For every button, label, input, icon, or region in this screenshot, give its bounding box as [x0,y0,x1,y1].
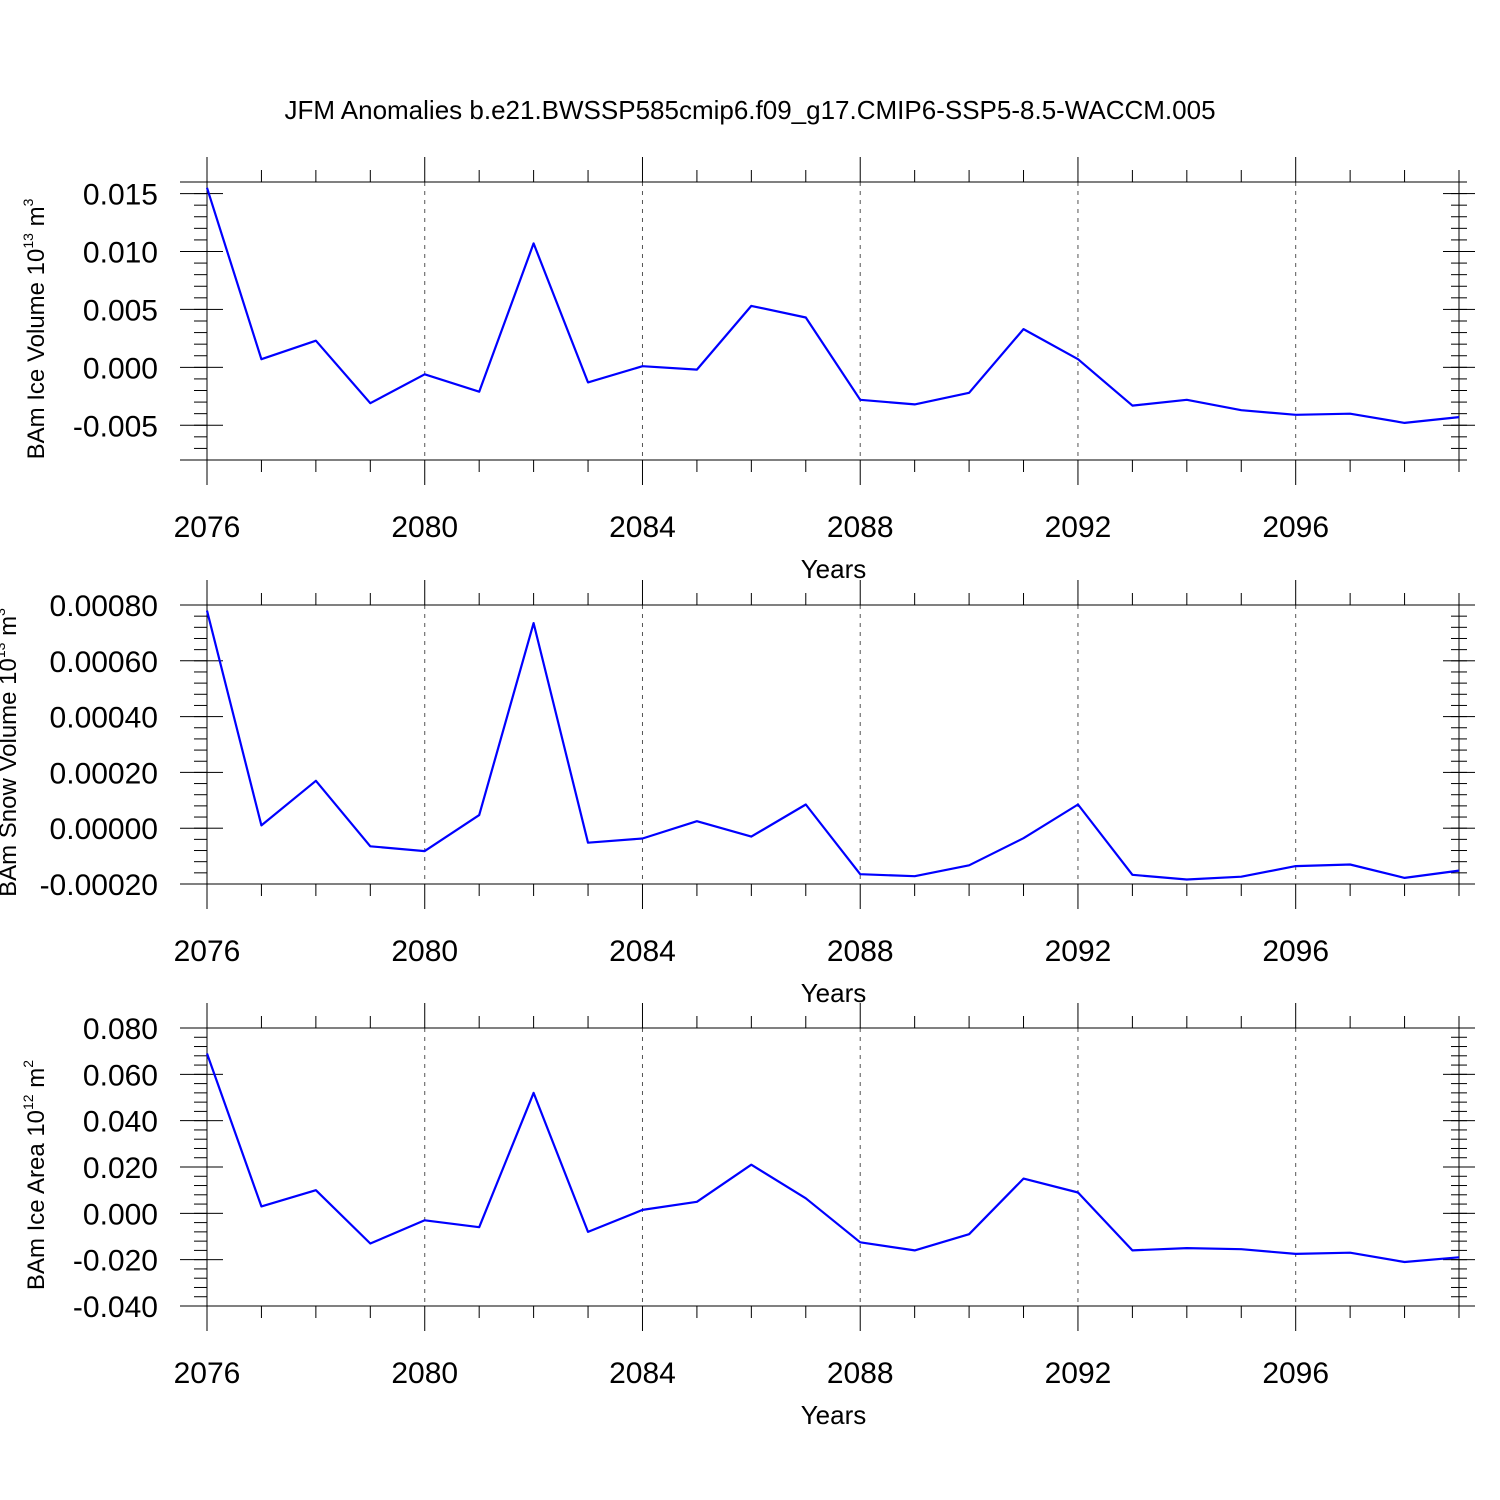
x-tick-label: 2084 [609,511,676,544]
y-axis-label: BAm Ice Volume 1013 m3 [20,198,50,459]
y-tick-label: 0.00060 [50,646,158,679]
x-axis-label: Years [801,978,867,1008]
y-tick-label: 0.000 [83,1198,158,1231]
x-tick-label: 2092 [1045,1357,1112,1390]
series-line [205,1053,1460,1264]
x-tick-label: 2080 [391,511,458,544]
y-tick-label: 0.00000 [50,813,158,846]
y-tick-label: 0.000 [83,352,158,385]
x-tick-label: 2088 [827,935,894,968]
chart-panel-2: -0.00020 0.00000 0.00020 0.00040 0.00060 0.00… [0,580,1475,1008]
y-tick-label: 0.080 [83,1013,158,1046]
x-tick-label: 2096 [1262,1357,1329,1390]
x-tick-label: 2080 [391,935,458,968]
y-tick-label: 0.015 [83,179,158,212]
y-axis-label: BAm Ice Area 1012 m2 [20,1060,50,1290]
x-axis-label: Years [801,1400,867,1430]
x-axis-label: Years [801,554,867,584]
x-tick-label: 2076 [174,935,241,968]
y-tick-label: -0.00020 [40,869,158,902]
x-tick-label: 2076 [174,511,241,544]
y-tick-label: 0.060 [83,1059,158,1092]
x-tick-label: 2088 [827,511,894,544]
y-axis-label: BAm Snow Volume 1013 m3 [0,608,22,897]
y-tick-label: 0.020 [83,1152,158,1185]
y-tick-label: 0.005 [83,294,158,327]
y-tick-label: -0.005 [73,410,158,443]
y-tick-label: -0.020 [73,1245,158,1278]
chart-panel-3: -0.040 -0.020 0.000 0.020 0.040 0.060 0.080 207… [20,1003,1475,1430]
y-tick-label: 0.00020 [50,757,158,790]
x-tick-label: 2084 [609,935,676,968]
x-tick-label: 2088 [827,1357,894,1390]
y-tick-label: 0.00040 [50,702,158,735]
x-tick-label: 2092 [1045,511,1112,544]
x-tick-label: 2076 [174,1357,241,1390]
y-tick-label: 0.040 [83,1106,158,1139]
y-tick-label: 0.00080 [50,590,158,623]
panels: -0.005 0.000 0.005 0.010 0.015 2076 2080 2084 20… [0,157,1475,1430]
x-tick-label: 2096 [1262,511,1329,544]
x-tick-label: 2096 [1262,935,1329,968]
y-tick-label: 0.010 [83,237,158,270]
chart-panel-1: -0.005 0.000 0.005 0.010 0.015 2076 2080 2084 20… [20,157,1475,584]
x-tick-label: 2080 [391,1357,458,1390]
x-tick-label: 2092 [1045,935,1112,968]
figure-title: JFM Anomalies b.e21.BWSSP585cmip6.f09_g1… [284,95,1215,125]
y-tick-label: -0.040 [73,1291,158,1324]
series-line [205,610,1460,881]
series-line [205,187,1460,424]
x-tick-label: 2084 [609,1357,676,1390]
